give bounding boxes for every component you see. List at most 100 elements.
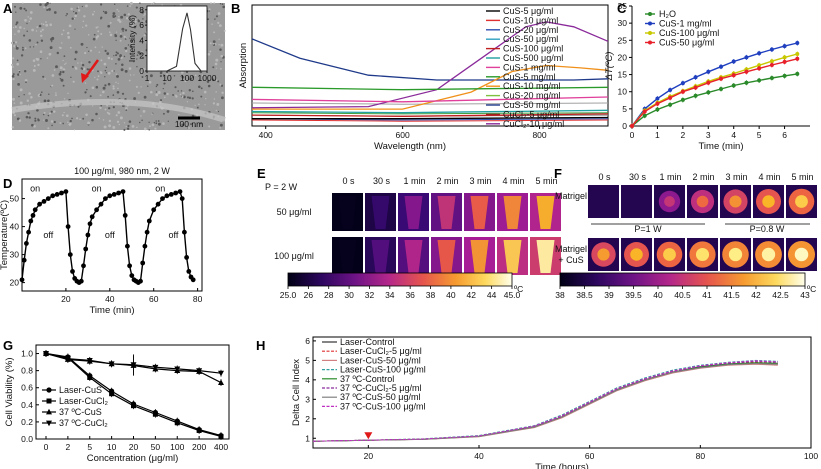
tem-particle — [73, 17, 76, 20]
tem-particle — [219, 48, 222, 51]
y-tick-label: 1.0 — [21, 349, 33, 359]
tem-particle — [86, 46, 88, 49]
tem-particle — [25, 9, 28, 12]
tem-particle — [34, 117, 37, 120]
tem-particle — [93, 10, 96, 13]
tem-particle — [119, 55, 122, 58]
inset-x-tick-label: 1000 — [198, 73, 217, 83]
tem-particle — [127, 124, 130, 128]
tem-particle — [64, 63, 66, 65]
thermal-image-cell — [588, 185, 619, 218]
time-column-label: 1 min — [659, 172, 681, 182]
tem-particle — [108, 124, 111, 128]
tem-particle — [47, 127, 50, 130]
tem-particle — [35, 30, 38, 32]
tem-particle — [118, 20, 122, 23]
tem-particle — [113, 70, 115, 72]
tem-particle — [60, 78, 64, 82]
data-point — [782, 44, 787, 49]
x-tick-label: 6 — [782, 130, 787, 140]
tem-particle — [16, 62, 20, 66]
tem-particle — [111, 69, 114, 73]
tem-particle — [108, 107, 111, 110]
tem-particle — [113, 3, 116, 5]
tem-particle — [81, 67, 84, 70]
tem-particle — [143, 20, 145, 22]
tem-particle — [217, 21, 220, 25]
x-tick-label: 400 — [214, 442, 228, 452]
tem-particle — [53, 110, 56, 113]
data-point — [182, 229, 187, 235]
x-tick-label: 0 — [44, 442, 49, 452]
tem-particle — [21, 48, 25, 51]
data-point — [706, 69, 711, 74]
tem-particle — [50, 120, 54, 123]
data-point — [46, 398, 52, 404]
tem-particle — [104, 108, 107, 111]
data-point — [164, 193, 170, 199]
tem-particle — [82, 26, 84, 28]
colorbar-tick-label: 26 — [304, 290, 314, 300]
legend-entry: CuS-50 μg/ml — [659, 38, 714, 48]
tem-particle — [45, 23, 49, 27]
tem-particle — [77, 6, 80, 8]
data-point — [174, 366, 181, 373]
data-point — [138, 278, 143, 284]
tem-particle — [222, 5, 226, 9]
tem-particle — [106, 52, 110, 55]
data-point — [67, 252, 73, 257]
tem-particle — [14, 25, 17, 29]
tem-particle — [133, 97, 137, 100]
tem-particle — [121, 27, 125, 31]
tem-particle — [188, 96, 192, 100]
tem-particle — [42, 75, 45, 78]
tem-particle — [31, 123, 34, 127]
tem-particle — [138, 121, 141, 124]
tem-particle — [69, 119, 72, 123]
tem-particle — [10, 41, 14, 45]
y-axis-label: Delta Cell Index — [291, 359, 302, 426]
tem-particle — [143, 13, 146, 15]
tem-particle — [220, 61, 222, 63]
data-point — [218, 370, 224, 377]
data-point — [70, 269, 75, 274]
tem-particle — [118, 16, 120, 18]
y-tick-label: 0 — [622, 121, 627, 131]
tem-particle — [142, 68, 146, 71]
tem-particle — [107, 71, 111, 75]
tem-particle — [69, 122, 72, 126]
tem-particle — [33, 65, 36, 67]
tem-particle — [104, 84, 107, 87]
tem-particle — [178, 113, 180, 116]
tem-particle — [95, 112, 98, 116]
data-point — [127, 263, 132, 269]
thermal-tube — [371, 196, 390, 229]
inset-x-tick-label: 1 — [145, 73, 150, 83]
tem-particle — [25, 115, 29, 119]
tem-particle — [82, 117, 85, 120]
tem-particle — [122, 30, 124, 33]
tem-particle — [181, 123, 185, 127]
data-point — [693, 75, 698, 80]
data-point — [642, 113, 647, 118]
tem-particle — [115, 54, 118, 57]
tem-particle — [124, 46, 128, 50]
tem-particle — [97, 75, 100, 78]
data-point — [630, 124, 634, 128]
tem-particle — [41, 23, 43, 25]
tem-particle — [84, 91, 87, 94]
tem-particle — [32, 46, 35, 48]
tem-particle — [13, 102, 16, 104]
tem-particle — [207, 18, 210, 21]
tem-particle — [104, 69, 107, 72]
tem-particle — [155, 91, 158, 93]
tem-particle — [219, 3, 222, 5]
tem-particle — [70, 76, 72, 79]
tem-particle — [12, 73, 15, 76]
tem-particle — [154, 127, 157, 130]
x-tick-label: 100 — [804, 451, 818, 461]
thermal-spot-core — [664, 196, 675, 207]
tem-particle — [120, 68, 124, 72]
tem-particle — [118, 123, 121, 126]
